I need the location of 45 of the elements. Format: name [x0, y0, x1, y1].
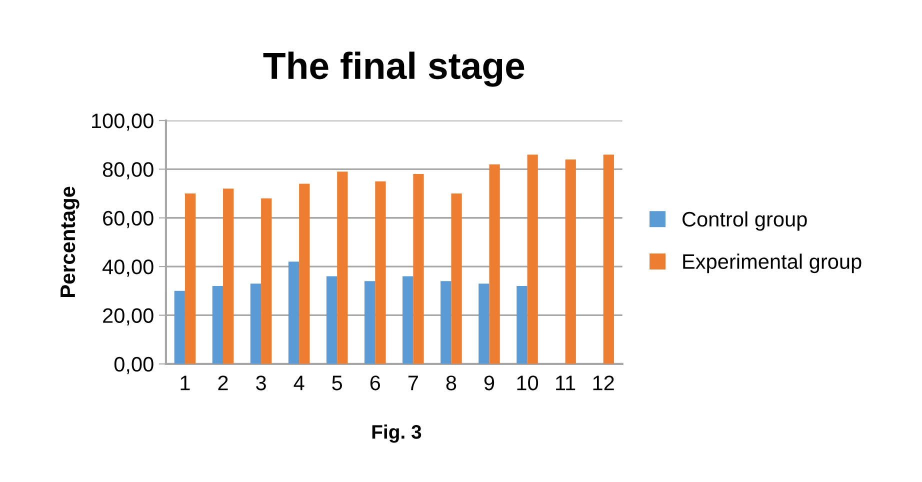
bar	[451, 194, 462, 364]
y-tick-label: 60,00	[103, 210, 154, 228]
x-tick-label: 1	[180, 376, 190, 390]
y-tick-label: 0,00	[114, 356, 154, 374]
x-tick-label: 5	[332, 376, 342, 390]
bar	[261, 198, 272, 364]
bar	[516, 286, 528, 364]
bar	[223, 188, 234, 364]
x-tick-label: 12	[593, 376, 614, 390]
bar	[402, 276, 414, 364]
x-tick-label: 8	[446, 376, 456, 390]
bar	[337, 172, 348, 364]
x-tick-label: 2	[218, 376, 228, 390]
y-tick-label: 20,00	[103, 308, 154, 326]
bar	[250, 284, 262, 364]
y-axis-title: Percentage	[60, 186, 80, 297]
bar	[413, 174, 424, 364]
y-tick-label: 40,00	[102, 260, 154, 277]
x-tick-label: 3	[256, 376, 266, 390]
bar	[212, 286, 224, 364]
bar	[565, 159, 576, 364]
bar	[184, 194, 196, 364]
bar	[326, 276, 338, 364]
x-tick-label: 6	[370, 376, 380, 390]
bar	[288, 262, 300, 364]
bar	[299, 184, 310, 364]
chart-title: The final stage	[263, 52, 524, 87]
y-tick-label: 80,00	[102, 162, 154, 180]
x-tick-label: 9	[484, 376, 494, 390]
x-tick-label: 7	[408, 376, 418, 390]
x-tick-label: 11	[556, 376, 576, 390]
legend-label: Control group	[682, 211, 807, 231]
bar	[603, 154, 614, 364]
bar	[364, 281, 376, 364]
bar	[375, 181, 386, 364]
bar	[440, 281, 452, 364]
bar	[478, 284, 490, 364]
caption: Fig. 3	[372, 424, 422, 443]
x-tick-label: 10	[517, 376, 538, 390]
bar	[174, 290, 185, 364]
y-tick-label: 100,00	[92, 114, 154, 131]
legend-label: Experimental group	[683, 254, 862, 274]
bar	[489, 164, 500, 364]
bar	[527, 154, 538, 364]
x-tick-label: 4	[294, 376, 304, 390]
